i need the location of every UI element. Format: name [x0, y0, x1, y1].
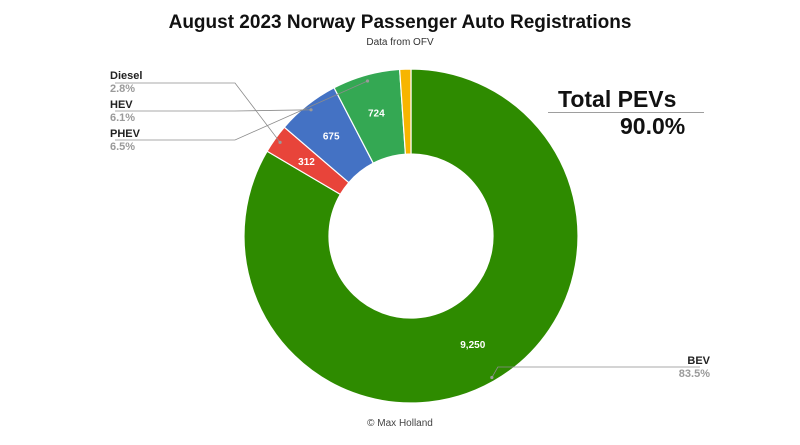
percent-label-bev: 83.5%	[679, 368, 710, 380]
percent-label-hev: 6.1%	[110, 112, 135, 124]
percent-label-diesel: 2.8%	[110, 83, 135, 95]
leader-line-phev	[115, 80, 368, 141]
chart-subtitle: Data from OFV	[366, 37, 434, 48]
total-pevs-label: Total PEVs	[558, 86, 677, 112]
leader-lines-group	[115, 79, 700, 380]
slice-other	[399, 68, 412, 155]
value-label-hev: 675	[323, 131, 340, 142]
leader-dot-bev	[490, 375, 494, 380]
total-pevs-value: 90.0%	[620, 113, 686, 139]
slice-bev	[243, 68, 579, 404]
category-label-hev: HEV	[110, 99, 133, 111]
category-label-diesel: Diesel	[110, 70, 142, 82]
leader-line-bev	[491, 366, 700, 378]
leader-dot-diesel	[278, 140, 282, 144]
category-label-bev: BEV	[687, 355, 710, 367]
value-label-bev: 9,250	[460, 340, 485, 351]
total-pevs-rule	[548, 112, 704, 113]
leader-dot-hev	[309, 108, 313, 112]
leader-dot-phev	[365, 79, 370, 83]
percent-label-phev: 6.5%	[110, 141, 135, 153]
copyright-footer: © Max Holland	[367, 418, 433, 429]
value-label-diesel: 312	[298, 157, 315, 168]
category-label-phev: PHEV	[110, 128, 141, 140]
value-label-phev: 724	[368, 108, 385, 119]
leader-line-diesel	[115, 82, 281, 143]
slices-group	[243, 68, 579, 404]
chart-title: August 2023 Norway Passenger Auto Regist…	[168, 12, 632, 33]
leader-line-hev	[115, 109, 312, 112]
